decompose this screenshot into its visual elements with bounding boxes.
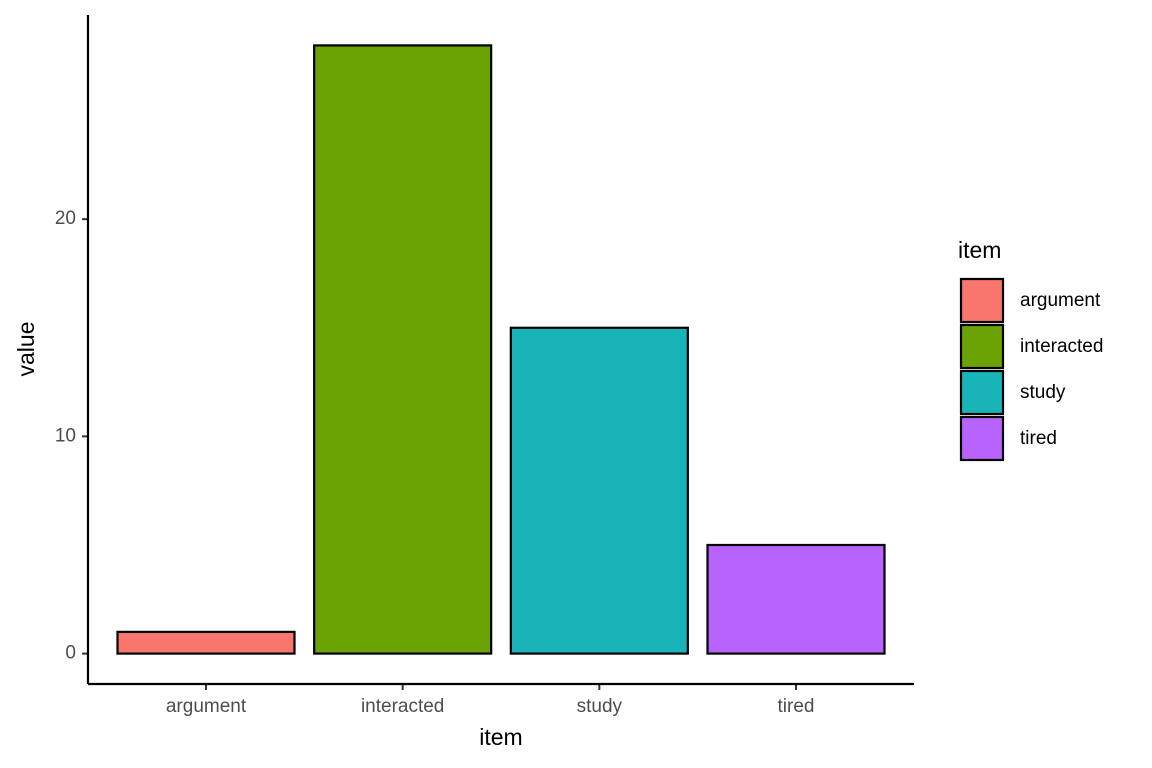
legend-label: tired	[1020, 428, 1057, 449]
legend-label: interacted	[1020, 336, 1103, 357]
y-tick-label: 20	[55, 208, 76, 229]
legend-key	[959, 323, 1005, 370]
bar	[509, 326, 689, 655]
y-tick-label: 10	[55, 425, 76, 446]
x-tick-label: interacted	[361, 696, 444, 717]
bar	[706, 543, 886, 655]
x-tick-label: argument	[166, 696, 247, 717]
bar	[116, 630, 296, 655]
x-tick-label: study	[577, 696, 623, 717]
legend-label: study	[1020, 382, 1066, 403]
x-axis-title: item	[479, 724, 522, 750]
legend-key	[959, 415, 1005, 462]
legend-title: item	[958, 237, 1001, 263]
bar	[313, 44, 493, 655]
y-axis-title: value	[13, 322, 39, 377]
y-tick-label: 0	[65, 643, 76, 664]
x-tick-label: tired	[778, 696, 815, 717]
legend-label: argument	[1020, 290, 1101, 311]
legend-key	[959, 369, 1005, 416]
legend-key	[959, 277, 1005, 324]
